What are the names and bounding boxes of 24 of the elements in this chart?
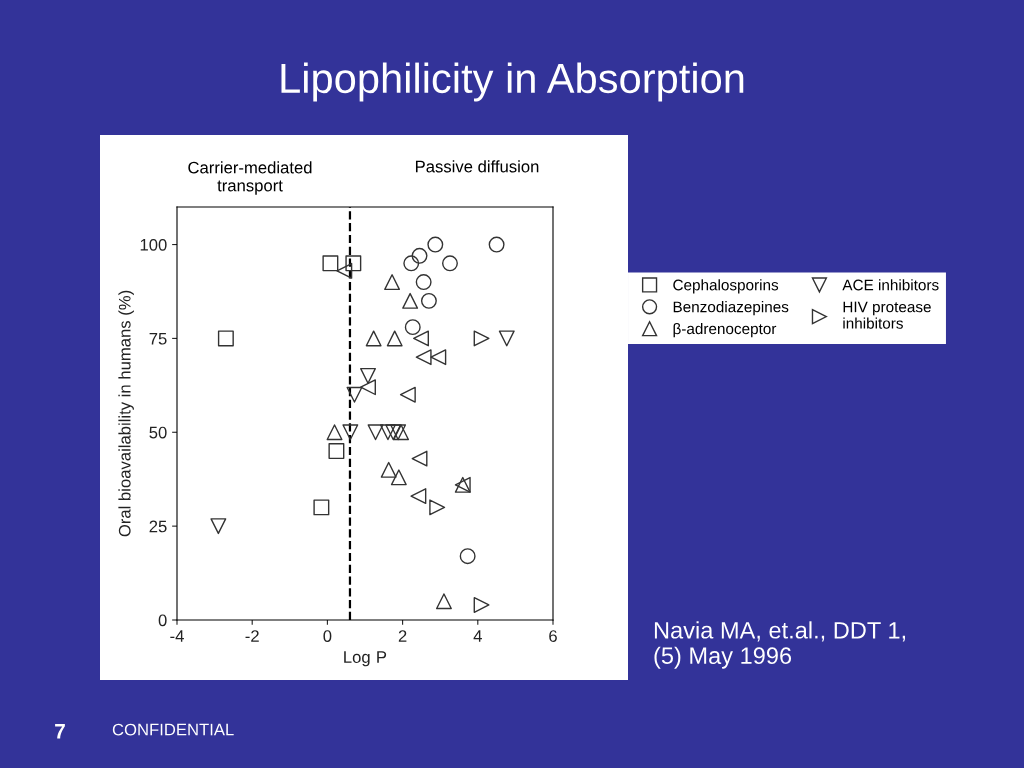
chart-title: Lipophilicity in Absorption — [281, 62, 744, 102]
legend-label: Cephalosporins — [673, 279, 779, 294]
y-tick-label: 25 — [149, 520, 167, 533]
x-tick-label: 0 — [323, 630, 332, 642]
text: CONFIDENTIAL — [112, 723, 234, 736]
y-tick-label: 100 — [140, 238, 167, 251]
y-axis-title: Oral bioavailability in humans (%) — [118, 290, 134, 537]
x-axis-title: Log P — [344, 651, 387, 667]
legend-label: β-adrenoceptor — [673, 322, 777, 338]
text: Navia MA, et.al., DDT 1, (5) May 1996 — [654, 621, 906, 669]
legend-label: Benzodiazepines — [673, 301, 789, 316]
x-tick-label: 2 — [398, 630, 407, 642]
text: 7 — [55, 724, 65, 739]
legend-label: HIV protease inhibitors — [843, 301, 931, 329]
x-tick-label: -2 — [245, 630, 259, 642]
y-tick-label: 50 — [149, 426, 167, 439]
x-tick-label: 6 — [549, 630, 557, 642]
y-tick-label: 75 — [149, 332, 167, 345]
text: Passive diffusion — [415, 160, 539, 173]
text: Carrier-mediated transport — [188, 161, 312, 195]
x-tick-label: 4 — [473, 630, 482, 642]
x-tick-label: -4 — [170, 630, 184, 642]
y-tick-label: 0 — [158, 614, 167, 627]
legend-label: ACE inhibitors — [842, 279, 939, 291]
